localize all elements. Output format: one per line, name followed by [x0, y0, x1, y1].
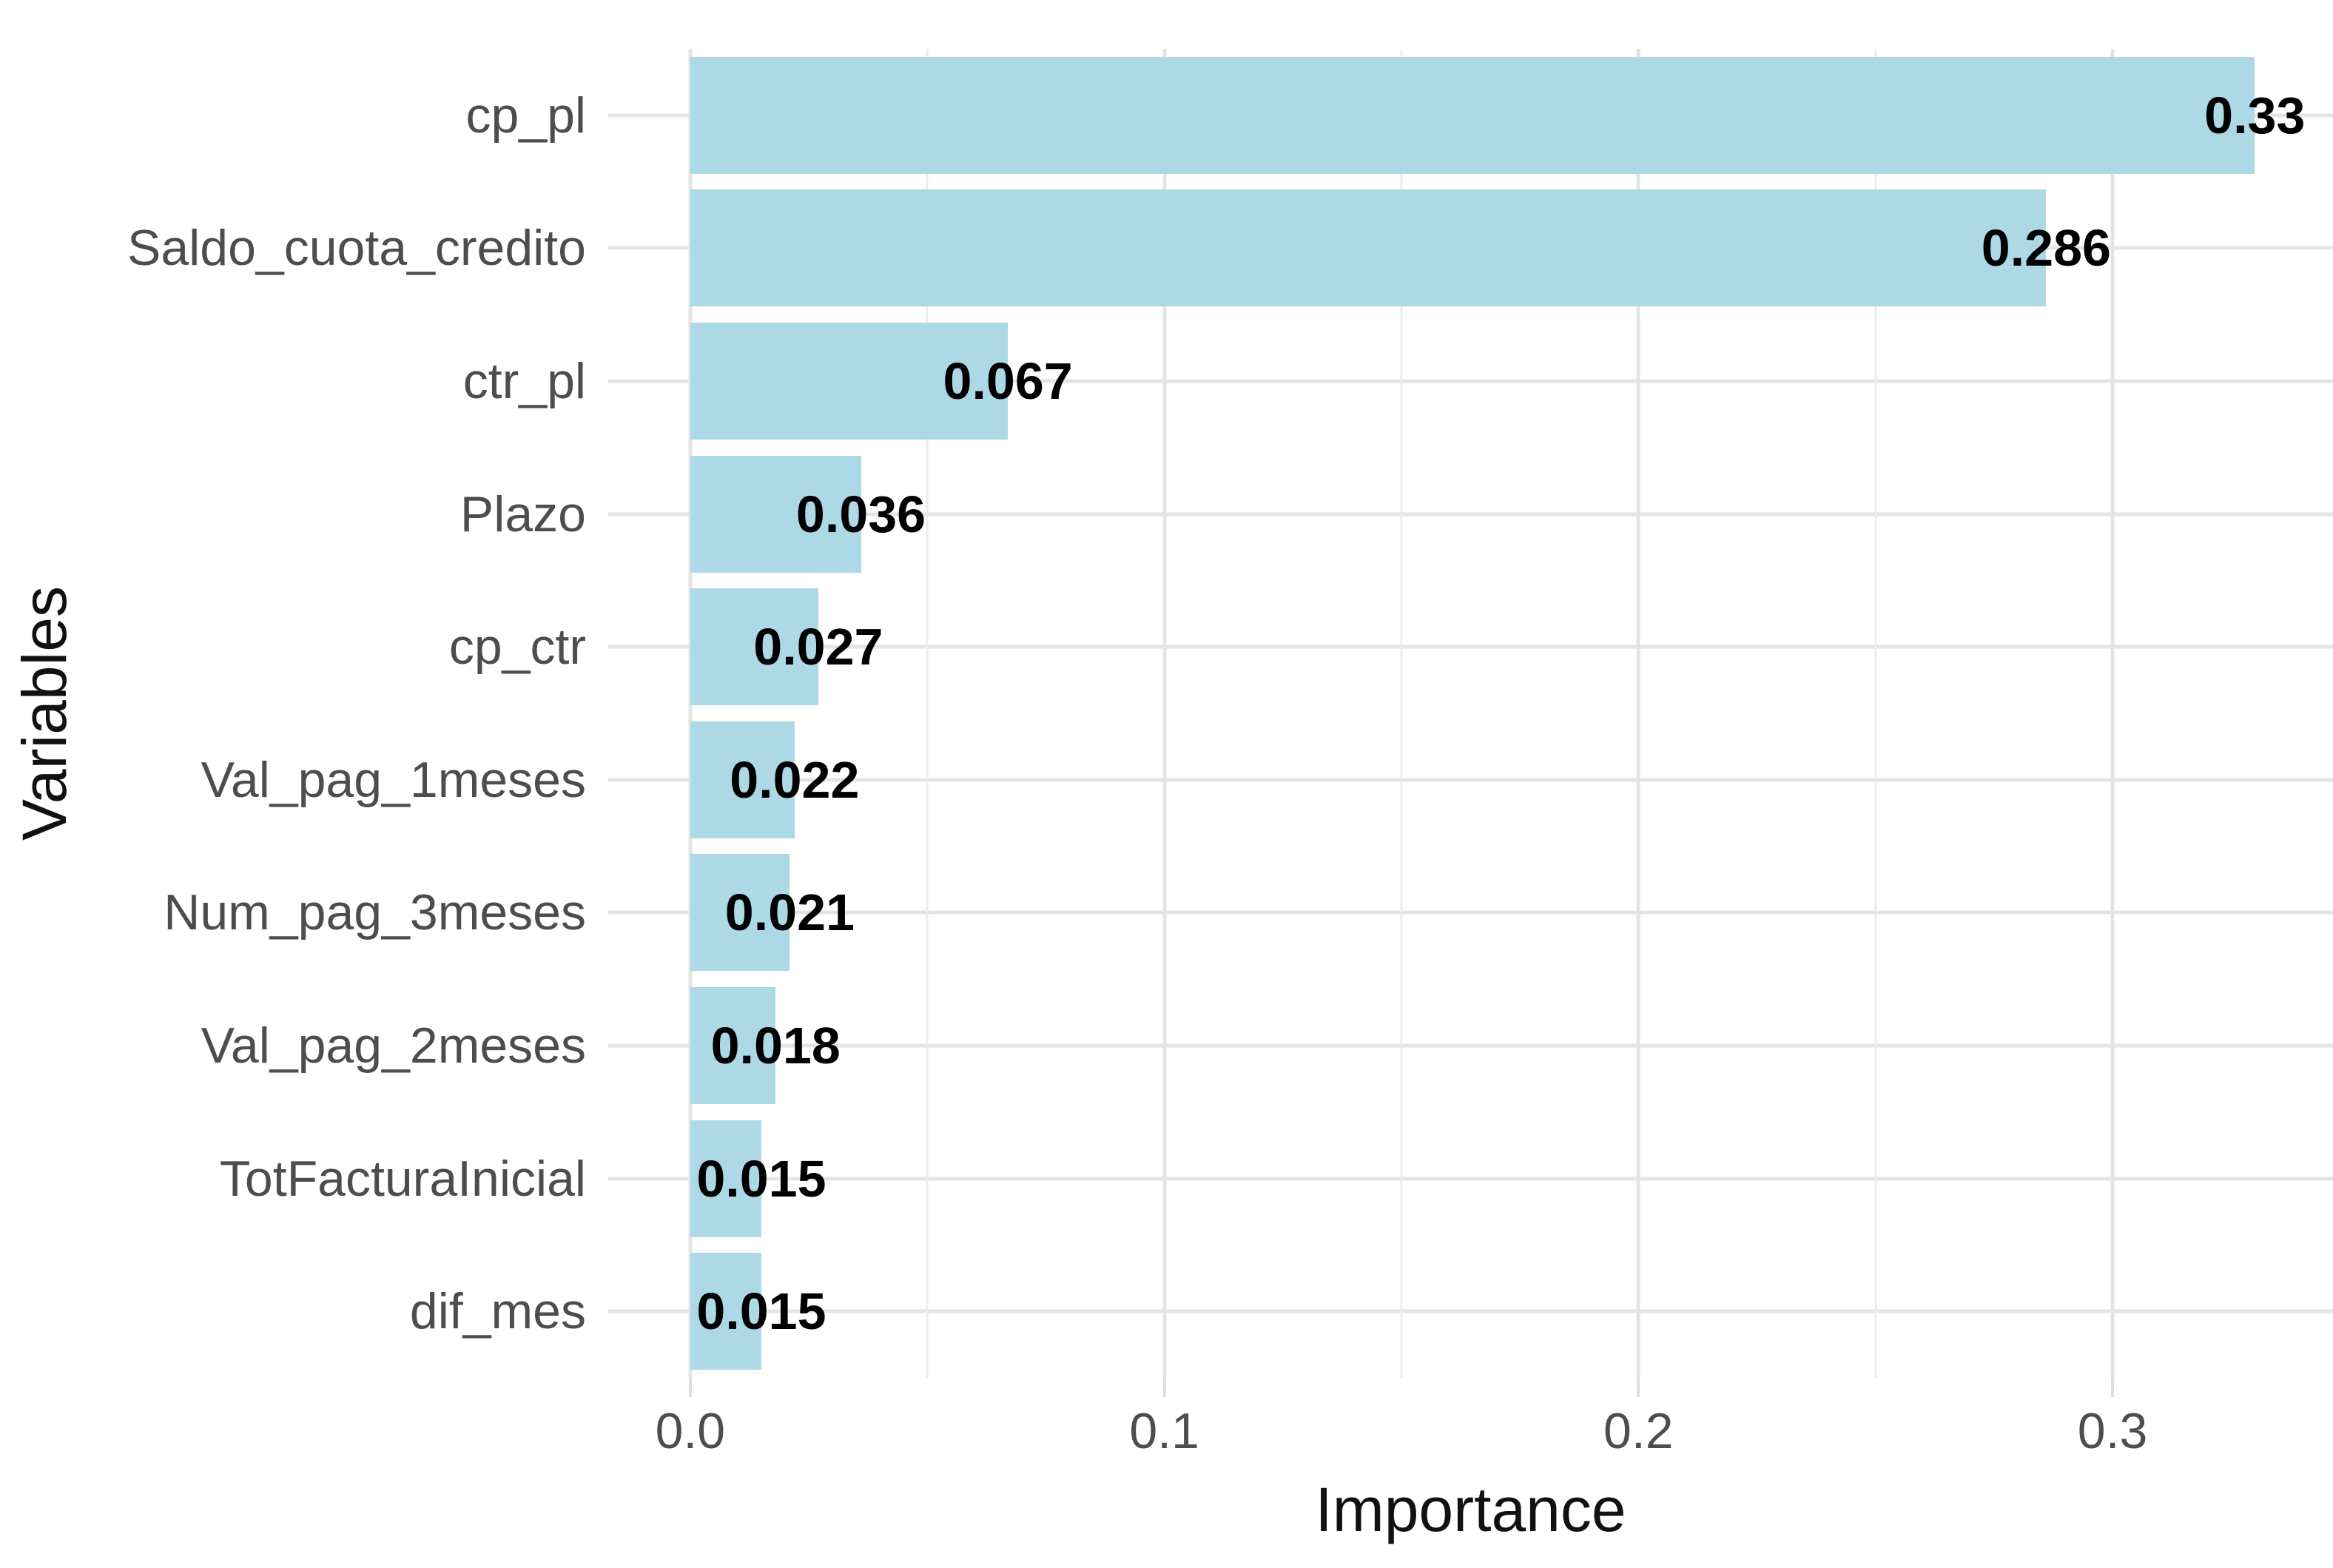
bar-cp_ctr: [690, 588, 818, 706]
gridline-horizontal: [608, 1177, 2333, 1181]
x-tick-mark: [1637, 1378, 1640, 1397]
gridline-major: [1636, 49, 1640, 1378]
x-axis: 0.0 0.1 0.2 0.3: [608, 1378, 2333, 1481]
bar-value-label: 0.021: [724, 884, 855, 942]
gridline-horizontal: [608, 1043, 2333, 1048]
gridline-horizontal: [608, 645, 2333, 649]
gridline-minor: [1400, 49, 1403, 1378]
gridline-horizontal: [608, 910, 2333, 915]
gridline-major: [2110, 49, 2115, 1378]
gridline-horizontal: [608, 379, 2333, 383]
bar-cp_pl: [690, 56, 2255, 174]
bar-TotFacturaInicial: [690, 1120, 761, 1237]
gridline-horizontal: [608, 778, 2333, 782]
bar-value-label: 0.286: [1981, 219, 2111, 277]
y-tick-label: cp_pl: [465, 87, 586, 144]
bar-Num_pag_3meses: [690, 854, 790, 972]
y-tick-label: Num_pag_3meses: [164, 884, 586, 941]
y-tick-label: Val_pag_2meses: [201, 1017, 586, 1074]
gridline-horizontal: [608, 1309, 2333, 1313]
y-axis-labels: cp_pl Saldo_cuota_credito ctr_pl Plazo cp_ct…: [0, 49, 586, 1378]
y-tick-label: Plazo: [459, 485, 586, 542]
bar-value-label: 0.33: [2204, 86, 2306, 144]
bar-value-label: 0.067: [943, 352, 1073, 410]
y-tick-label: dif_mes: [409, 1283, 586, 1340]
x-axis-title: Importance: [1315, 1475, 1626, 1544]
bar-value-label: 0.027: [753, 618, 883, 676]
x-tick-mark: [1162, 1378, 1166, 1397]
x-tick-label: 0.3: [2077, 1403, 2148, 1459]
y-tick-label: Saldo_cuota_credito: [127, 220, 586, 277]
x-tick-label: 0.0: [655, 1403, 726, 1459]
gridline-major: [1162, 49, 1167, 1378]
bar-value-label: 0.036: [795, 485, 926, 543]
x-tick-mark: [2111, 1378, 2115, 1397]
y-tick-label: Val_pag_1meses: [201, 751, 586, 808]
bar-value-label: 0.015: [696, 1149, 827, 1208]
x-tick-label: 0.2: [1603, 1403, 1674, 1459]
bar-Val_pag_1meses: [690, 721, 795, 838]
gridline-horizontal: [608, 512, 2333, 517]
bar-Plazo: [690, 455, 861, 573]
bar-value-label: 0.018: [710, 1017, 841, 1074]
bar-dif_mes: [690, 1253, 761, 1370]
gridline-minor: [926, 49, 929, 1378]
bar-Saldo_cuota_credito: [690, 189, 2047, 307]
bar-value-label: 0.015: [696, 1282, 827, 1341]
x-tick-mark: [688, 1378, 692, 1397]
plot-panel: 0.33 0.286 0.067 0.036 0.027 0.022 0.021 0.018 0…: [608, 49, 2333, 1378]
y-tick-label: TotFacturaInicial: [219, 1150, 586, 1207]
y-tick-label: cp_ctr: [448, 619, 586, 676]
gridline-major: [688, 49, 693, 1378]
bar-Val_pag_2meses: [690, 986, 776, 1105]
gridline-minor: [1874, 49, 1877, 1378]
x-tick-label: 0.1: [1129, 1403, 1199, 1459]
y-tick-label: ctr_pl: [462, 353, 586, 409]
bar-ctr_pl: [690, 322, 1009, 440]
bar-value-label: 0.022: [730, 750, 860, 809]
